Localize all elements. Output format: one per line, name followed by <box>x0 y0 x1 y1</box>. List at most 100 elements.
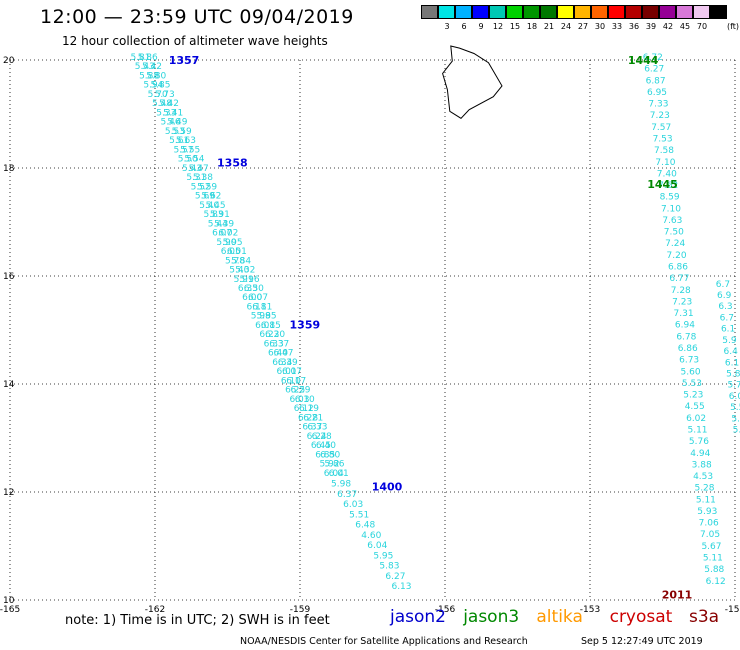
swh-value: 5.80 <box>146 71 166 81</box>
swh-value: 6.47 <box>273 349 293 359</box>
swh-value: 5.93 <box>697 507 717 517</box>
swh-value: 7.06 <box>699 519 719 529</box>
swh-value: 5.52 <box>191 182 211 192</box>
swh-value: 5.11 <box>703 554 723 564</box>
swh-value: 5.69 <box>195 192 215 202</box>
scale-label: 24 <box>560 22 572 31</box>
swh-value: 6.1 <box>725 358 739 368</box>
swh-value: 6.07 <box>248 293 268 303</box>
swh-value: 5.40 <box>199 201 219 211</box>
swh-value: 5.50 <box>178 155 198 165</box>
swh-value: 6.37 <box>337 490 357 500</box>
swh-value: 5.46 <box>161 118 181 128</box>
swh-value: 5.9 <box>722 336 737 346</box>
map-grid <box>9 59 736 601</box>
swh-value: 5.60 <box>681 367 701 377</box>
swh-value: 6.10 <box>295 395 315 405</box>
satellite-legend-item: altika <box>536 607 583 627</box>
swh-value: 6.02 <box>218 229 238 239</box>
scale-swatch <box>506 5 523 19</box>
swh-value: 5.86 <box>324 460 344 470</box>
scale-label: 45 <box>679 22 691 31</box>
scale-label: 70 <box>696 22 708 31</box>
pass-time-label: 1444 <box>628 54 659 67</box>
swh-value: 7.33 <box>648 100 668 110</box>
swh-value: 6.12 <box>706 577 726 587</box>
swh-value: 6.94 <box>675 321 695 331</box>
pass-time-label: 1359 <box>290 319 321 332</box>
swh-value: 6.1 <box>721 325 735 335</box>
swh-value: 6.33 <box>264 339 284 349</box>
scale-swatch <box>693 5 710 19</box>
scale-swatch <box>438 5 455 19</box>
swh-value: 6.07 <box>282 367 302 377</box>
footer-timestamp: Sep 5 12:27:49 UTC 2019 <box>581 636 703 647</box>
swh-value: 7.28 <box>671 286 691 296</box>
lon-label: -162 <box>145 605 165 615</box>
satellite-legend-item: cryosat <box>609 607 673 627</box>
swh-value: 5.78 <box>225 256 245 266</box>
swh-value: 6.40 <box>268 349 288 359</box>
swh-value: 5.31 <box>186 173 206 183</box>
swh-value: 5.88 <box>704 565 724 575</box>
swh-value: 7.23 <box>650 111 670 121</box>
swh-value: 4.53 <box>693 472 713 482</box>
swh-value: 6.01 <box>329 469 349 479</box>
swh-value: 7.40 <box>657 169 677 179</box>
swh-value: 5.59 <box>197 182 217 192</box>
swh-value: 7.62 <box>658 181 678 191</box>
scale-swatch <box>608 5 625 19</box>
swh-value: 5.53 <box>682 379 702 389</box>
swh-value: 6.27 <box>644 65 664 75</box>
swh-value: 5.42 <box>159 99 179 109</box>
swh-value: 5.90 <box>216 238 236 248</box>
swh-value: 6.48 <box>355 521 375 531</box>
scale-swatch <box>642 5 659 19</box>
scale-label: 33 <box>611 22 623 31</box>
chart-subtitle: 12 hour collection of altimeter wave hei… <box>62 34 328 48</box>
swh-value: 6.01 <box>227 247 247 257</box>
swh-value: 6.07 <box>212 229 232 239</box>
swh-value: 5.40 <box>229 266 249 276</box>
swh-value: 6.21 <box>303 413 323 423</box>
swh-value: 5.45 <box>206 201 226 211</box>
swh-value: 6.02 <box>686 414 706 424</box>
satellite-legend-item: s3a <box>689 607 720 627</box>
swh-value: 6.77 <box>669 274 689 284</box>
swh-value: 6.10 <box>281 376 301 386</box>
swh-value: 5.83 <box>379 562 399 572</box>
swh-value: 4.94 <box>690 449 710 459</box>
swh-value: 7.05 <box>700 530 720 540</box>
land-outline <box>442 45 503 119</box>
swh-value: 6.80 <box>320 450 340 460</box>
swh-value: 5.83 <box>204 210 224 220</box>
scale-label: 27 <box>577 22 589 31</box>
pass-time-label: 1358 <box>217 157 248 170</box>
swh-value: 6.12 <box>294 404 314 414</box>
scale-swatch <box>540 5 557 19</box>
swh-value: 6.28 <box>298 413 318 423</box>
swh-value: 5.32 <box>235 266 255 276</box>
island-outline <box>442 45 503 119</box>
lon-label: -156 <box>435 605 456 615</box>
swh-value: 5.51 <box>349 510 369 520</box>
swh-value: 5.84 <box>231 256 251 266</box>
swh-value: 6.25 <box>285 386 305 396</box>
swh-value: 5.81 <box>130 53 150 63</box>
swh-value: 5.23 <box>683 391 703 401</box>
lat-label: 18 <box>3 164 15 174</box>
swh-value: 5.98 <box>331 480 351 490</box>
swh-value: 8.59 <box>660 193 680 203</box>
scale-swatch <box>625 5 642 19</box>
swh-value: 5.7 <box>727 381 740 391</box>
swh-value: 5.67 <box>701 542 721 552</box>
pass-time-label: 1357 <box>169 54 200 67</box>
swh-value: 6.72 <box>643 53 663 63</box>
lon-label: -159 <box>290 605 311 615</box>
scale-swatch <box>659 5 676 19</box>
swh-value: 7.58 <box>654 146 674 156</box>
footer-agency: NOAA/NESDIS Center for Satellite Applica… <box>240 636 528 647</box>
scale-swatch <box>455 5 472 19</box>
lat-label: 10 <box>3 596 15 606</box>
